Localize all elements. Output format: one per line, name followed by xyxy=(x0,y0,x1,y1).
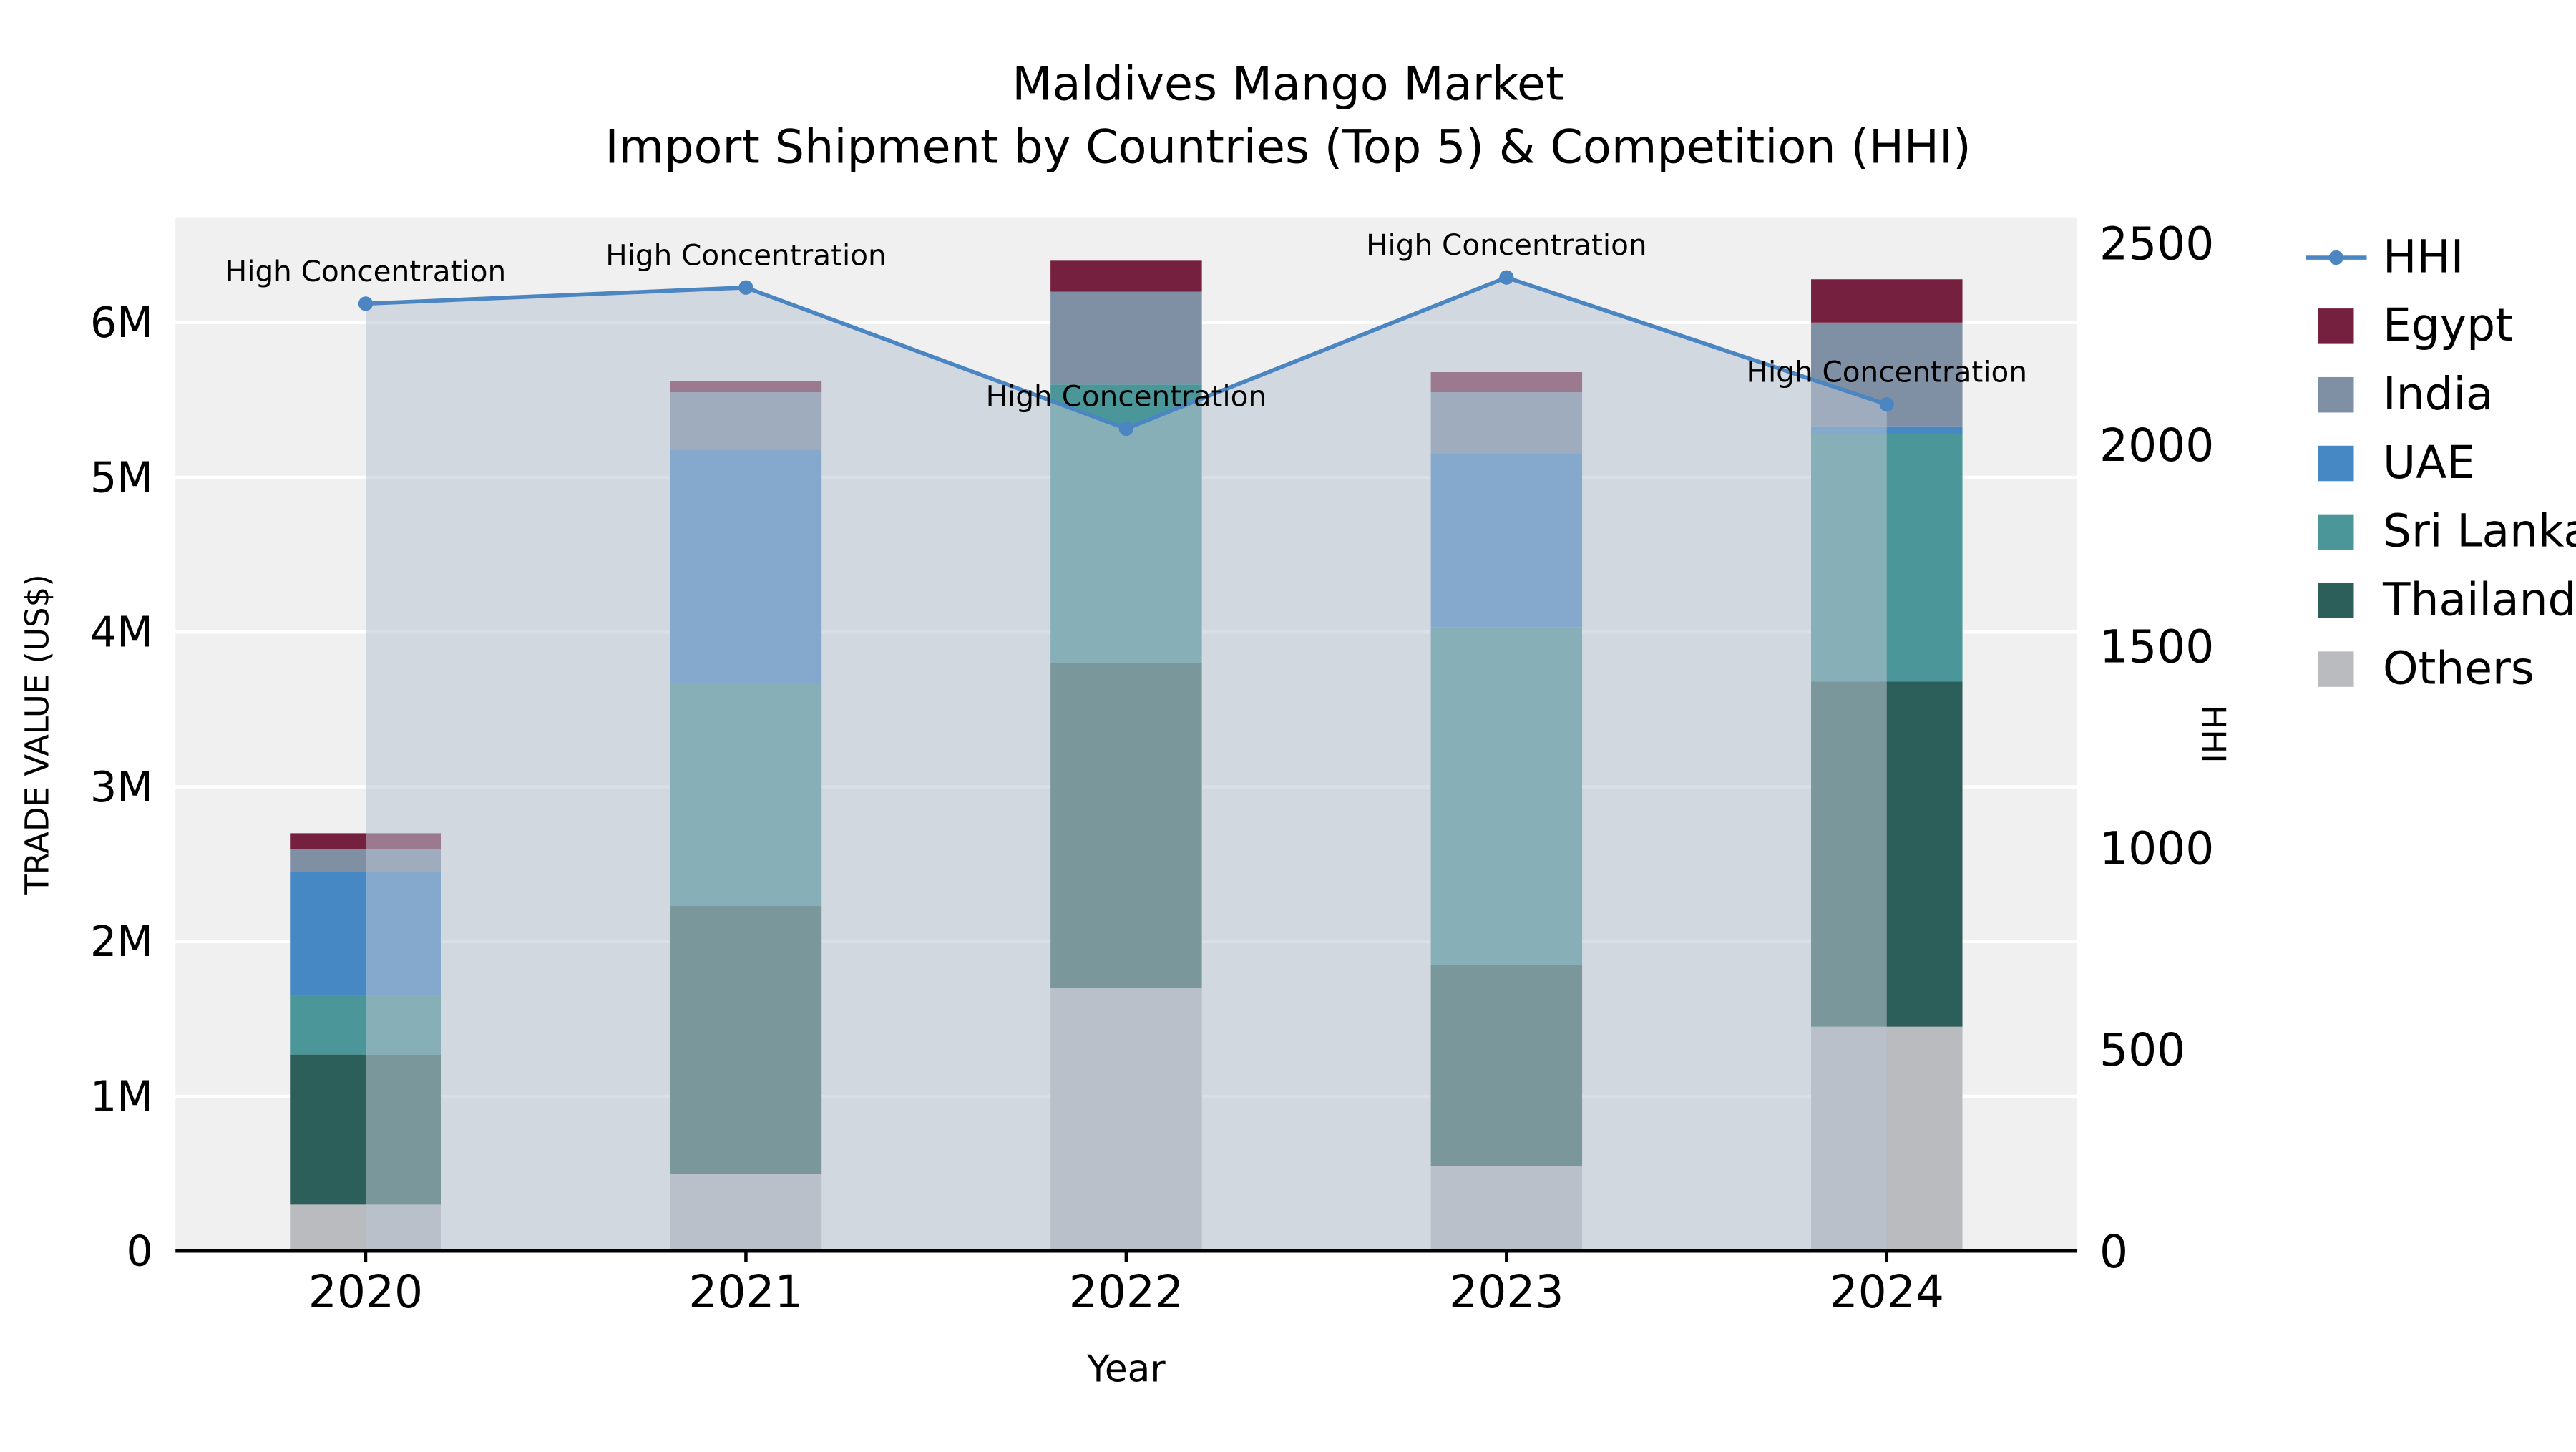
x-tick-label-2020: 2020 xyxy=(308,1266,423,1318)
hhi-marker-2021 xyxy=(738,280,753,295)
y-right-tick-2000: 2000 xyxy=(2099,419,2214,472)
y-left-tick-2M: 2M xyxy=(90,917,153,966)
legend-label-egypt: Egypt xyxy=(2383,299,2513,351)
chart-title-line2: Import Shipment by Countries (Top 5) & C… xyxy=(605,120,1971,174)
legend-item-others: Others xyxy=(2318,642,2534,694)
hhi-annotation-2023: High Concentration xyxy=(1366,228,1646,262)
bar-segment-india-2022 xyxy=(1050,291,1202,385)
y-right-tick-1000: 1000 xyxy=(2099,822,2214,874)
hhi-annotation-2022: High Concentration xyxy=(986,379,1267,413)
legend-item-hhi: HHI xyxy=(2306,230,2464,283)
hhi-annotation-2024: High Concentration xyxy=(1747,355,2027,389)
y-left-axis-title: TRADE VALUE (US$) xyxy=(19,574,57,895)
legend-label-others: Others xyxy=(2383,642,2534,694)
legend-swatch-egypt xyxy=(2318,308,2354,344)
legend-label-sri-lanka: Sri Lanka xyxy=(2383,505,2576,557)
hhi-marker-2023 xyxy=(1499,270,1514,285)
bar-segment-egypt-2024 xyxy=(1811,279,1963,323)
legend-label-thailand: Thailand xyxy=(2382,574,2576,626)
legend-label-hhi: HHI xyxy=(2383,230,2464,283)
y-right-axis-title: HHI xyxy=(2195,706,2233,764)
y-left-tick-4M: 4M xyxy=(90,608,153,657)
y-left-tick-3M: 3M xyxy=(90,763,153,812)
hhi-marker-2024 xyxy=(1879,397,1894,412)
hhi-marker-2022 xyxy=(1118,421,1133,437)
legend-swatch-india xyxy=(2318,376,2354,413)
legend-swatch-others xyxy=(2318,651,2354,687)
hhi-annotation-2021: High Concentration xyxy=(605,238,886,272)
legend-swatch-thailand xyxy=(2318,583,2354,618)
x-axis-title: Year xyxy=(1086,1348,1166,1391)
x-tick-label-2021: 2021 xyxy=(688,1266,803,1318)
legend-item-india: India xyxy=(2318,368,2494,420)
legend-item-egypt: Egypt xyxy=(2318,299,2513,351)
y-left-tick-0: 0 xyxy=(127,1227,153,1276)
legend-item-thailand: Thailand xyxy=(2318,574,2576,626)
legend-item-uae: UAE xyxy=(2318,437,2475,489)
legend-label-uae: UAE xyxy=(2383,437,2475,489)
x-tick-label-2022: 2022 xyxy=(1069,1266,1184,1318)
y-left-tick-6M: 6M xyxy=(90,298,153,347)
y-right-tick-0: 0 xyxy=(2099,1226,2128,1278)
hhi-annotation-2020: High Concentration xyxy=(225,254,506,288)
hhi-marker-2020 xyxy=(358,296,374,311)
legend-item-sri-lanka: Sri Lanka xyxy=(2318,505,2576,557)
chart-title-line1: Maldives Mango Market xyxy=(1012,57,1563,112)
legend-swatch-uae xyxy=(2318,445,2354,482)
legend-swatch-sri-lanka xyxy=(2318,514,2354,550)
x-tick-label-2024: 2024 xyxy=(1830,1266,1944,1318)
y-right-tick-500: 500 xyxy=(2099,1024,2185,1076)
bar-segment-egypt-2022 xyxy=(1050,260,1202,292)
hhi-area-fill xyxy=(365,277,1887,1252)
x-tick-label-2023: 2023 xyxy=(1449,1266,1563,1318)
legend-label-india: India xyxy=(2383,368,2494,420)
y-left-tick-1M: 1M xyxy=(90,1072,153,1121)
y-right-tick-2500: 2500 xyxy=(2099,218,2214,270)
legend-line-marker xyxy=(2328,250,2343,265)
y-left-tick-5M: 5M xyxy=(90,453,153,502)
y-right-tick-1500: 1500 xyxy=(2099,621,2214,673)
